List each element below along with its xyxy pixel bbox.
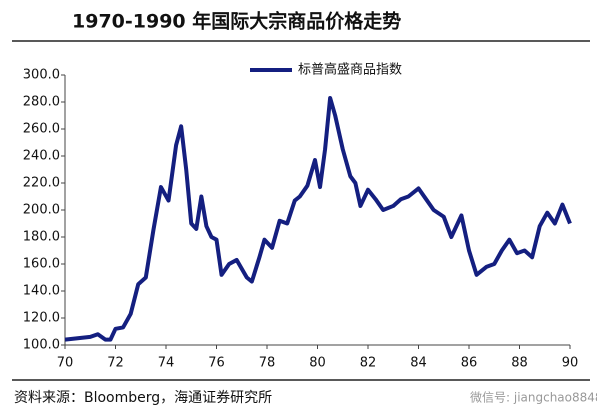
- x-tick-label: 76: [208, 356, 225, 371]
- y-tick-label: 180.0: [23, 230, 60, 245]
- y-tick-label: 100.0: [23, 338, 60, 353]
- y-tick-label: 120.0: [23, 311, 60, 326]
- y-tick-label: 300.0: [23, 68, 60, 83]
- y-tick-label: 140.0: [23, 284, 60, 299]
- y-tick-label: 160.0: [23, 257, 60, 272]
- y-tick-label: 200.0: [23, 203, 60, 218]
- x-tick-label: 86: [461, 356, 478, 371]
- x-tick-label: 88: [511, 356, 528, 371]
- y-tick-label: 280.0: [23, 95, 60, 110]
- x-tick-label: 90: [562, 356, 579, 371]
- y-tick-label: 240.0: [23, 149, 60, 164]
- watermark: 微信号: jiangchao8848: [470, 391, 597, 405]
- x-tick-label: 74: [158, 356, 175, 371]
- y-tick-label: 220.0: [23, 176, 60, 191]
- x-tick-label: 84: [410, 356, 427, 371]
- x-tick-label: 72: [107, 356, 124, 371]
- chart-title: 1970-1990 年国际大宗商品价格走势: [72, 10, 401, 33]
- x-tick-label: 80: [309, 356, 326, 371]
- legend-label: 标普高盛商品指数: [298, 62, 402, 78]
- x-tick-label: 82: [360, 356, 377, 371]
- source-note: 资料来源：Bloomberg，海通证券研究所: [14, 390, 272, 406]
- series-line: [64, 95, 572, 342]
- x-tick-label: 78: [259, 356, 276, 371]
- y-tick-label: 260.0: [23, 122, 60, 137]
- x-tick-label: 70: [57, 356, 74, 371]
